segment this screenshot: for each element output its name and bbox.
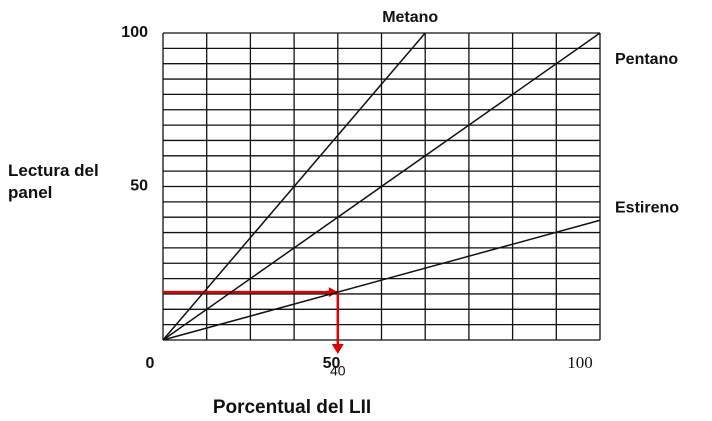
series-line — [162, 32, 601, 341]
x-tick-label: 0 — [146, 355, 155, 372]
x-tick-label: 100 — [567, 353, 593, 372]
x-tick-label: 50 — [323, 355, 341, 372]
series-label: Pentano — [615, 51, 678, 68]
x-axis-label: Porcentual del LII — [213, 397, 371, 418]
series-line — [162, 32, 426, 341]
y-axis-label: Lectura del panel — [8, 161, 99, 202]
y-tick-label: 50 — [130, 178, 148, 195]
arrowhead — [331, 344, 344, 354]
series-line — [162, 219, 601, 341]
annotation-label: 40 — [330, 363, 346, 379]
y-tick-label: 100 — [121, 24, 148, 41]
series-label: Estireno — [615, 199, 679, 216]
series-label: Metano — [382, 9, 438, 26]
